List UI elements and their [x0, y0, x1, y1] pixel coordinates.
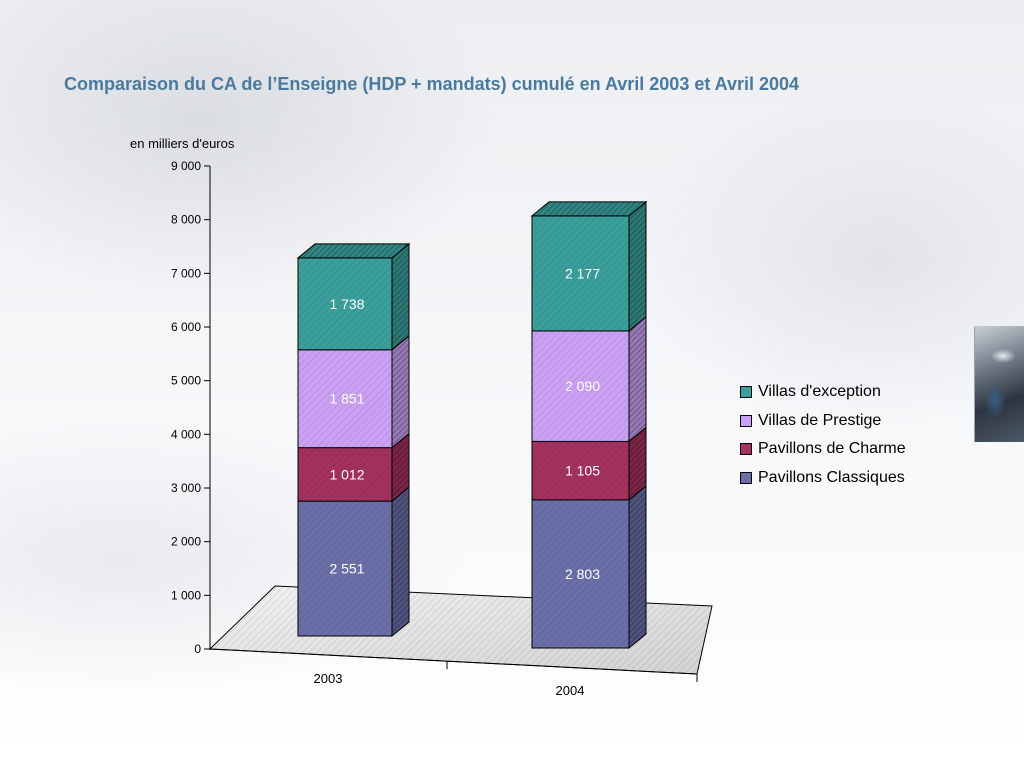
y-axis-tick-label: 1 000 [171, 588, 201, 602]
bar-front-hatch [298, 447, 392, 502]
bar-data-label: 1 851 [329, 391, 364, 407]
bar-segment [531, 484, 647, 650]
bar-top-hatch [532, 201, 646, 216]
y-axis-tick-label: 6 000 [171, 320, 201, 334]
legend-swatch [740, 386, 752, 399]
bar-side-hatch [629, 485, 646, 648]
legend-item: Villas de Prestige [740, 407, 906, 436]
slide-title: Comparaison du CA de l’Enseigne (HDP + m… [64, 74, 800, 94]
bar-segment [297, 486, 410, 638]
bar-2003 [296, 242, 411, 638]
y-axis-unit-label: en milliers d'euros [130, 136, 235, 151]
bar-side-hatch [392, 433, 409, 502]
bar-segment [530, 200, 648, 332]
bar-2004 [530, 200, 648, 650]
legend-label: Pavillons de Charme [758, 440, 906, 458]
bar-data-label: 2 803 [565, 566, 600, 582]
bar-side-hatch [629, 427, 646, 500]
legend-item: Pavillons Classiques [740, 464, 906, 493]
bar-data-label: 2 090 [565, 378, 600, 394]
bar-data-label: 1 105 [565, 463, 600, 479]
y-axis-tick-label: 0 [194, 642, 201, 656]
bar-side-hatch [629, 316, 646, 442]
bar-segment [296, 242, 411, 351]
y-axis-tick-label: 2 000 [171, 535, 201, 549]
legend-swatch [740, 414, 752, 427]
bar-top-hatch [298, 243, 409, 258]
bar-segment [531, 315, 647, 443]
bar-front-hatch [298, 501, 392, 636]
bar-data-label: 2 177 [565, 265, 600, 281]
bar-side-hatch [392, 243, 409, 350]
legend-item: Pavillons de Charme [740, 435, 906, 464]
legend-item: Villas d'exception [740, 378, 906, 407]
bar-front-hatch [298, 349, 392, 448]
bar-segment [297, 432, 410, 503]
chart-legend: Villas d'exception Villas de Prestige Pavi… [740, 378, 906, 492]
engine-photo-thumbnail [974, 326, 1024, 442]
y-axis-tick-label: 4 000 [171, 427, 201, 441]
bar-side-hatch [392, 487, 409, 636]
bar-front-hatch [298, 257, 392, 350]
x-axis-category-label: 2003 [314, 671, 343, 686]
bar-segment [297, 334, 410, 449]
y-axis-tick-label: 9 000 [171, 159, 201, 173]
bar-front-hatch [532, 441, 629, 500]
legend-swatch [740, 471, 752, 484]
y-axis-tick-label: 3 000 [171, 481, 201, 495]
y-axis-tick-label: 7 000 [171, 266, 201, 280]
bar-data-label: 1 012 [329, 466, 364, 482]
legend-label: Pavillons Classiques [758, 468, 905, 486]
legend-label: Villas d'exception [758, 383, 881, 401]
bar-segment [531, 426, 647, 501]
bar-front-hatch [532, 215, 629, 331]
y-axis-tick-label: 5 000 [171, 374, 201, 388]
legend-label: Villas de Prestige [758, 411, 882, 429]
bar-front-hatch [532, 330, 629, 442]
bar-data-label: 1 738 [329, 296, 364, 312]
bar-side-hatch [629, 201, 646, 331]
x-axis-category-label: 2004 [556, 683, 585, 698]
bar-front-hatch [532, 499, 629, 648]
x-axis-line [209, 648, 698, 675]
y-axis-tick-label: 8 000 [171, 213, 201, 227]
bar-data-label: 2 551 [329, 561, 364, 577]
bar-side-hatch [392, 335, 409, 448]
legend-swatch [740, 443, 752, 456]
